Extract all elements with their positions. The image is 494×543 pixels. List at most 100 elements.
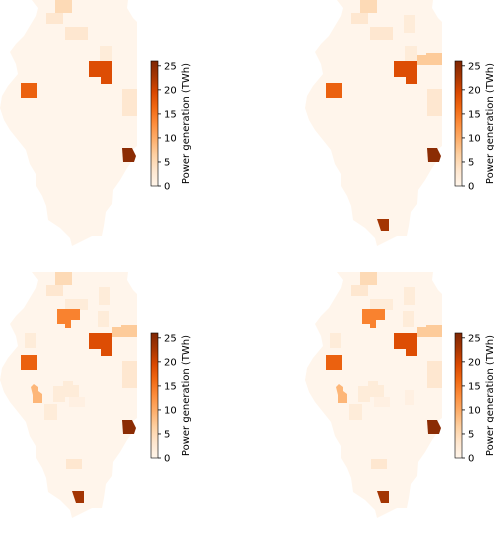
colorbar: 0 5 10 15 20 25 Power generation (TWh): [454, 332, 494, 465]
colorbar-tick-label: 25: [164, 61, 177, 72]
illinois-map-bottom-left: 0 5 10 15 20 25 Power generation (TWh): [0, 272, 192, 518]
county-g: [427, 89, 442, 116]
county-g: [122, 89, 137, 116]
colorbar-gradient: [150, 332, 159, 459]
county-t: [66, 459, 82, 469]
county-n: [57, 309, 80, 328]
colorbar-gradient: [150, 60, 159, 187]
county-f: [21, 355, 37, 370]
colorbar-label: Power generation (TWh): [181, 335, 192, 456]
county-i: [99, 287, 110, 305]
colorbar-tick-label: 5: [164, 429, 170, 440]
county-a: [55, 0, 72, 13]
county-b: [351, 13, 368, 24]
county-i: [404, 287, 415, 305]
colorbar-tick-label: 25: [468, 333, 481, 344]
county-r: [374, 397, 390, 407]
map-panel-bottom-right: 0 5 10 15 20 25 Power generation (TWh): [247, 272, 494, 543]
county-h: [427, 420, 441, 434]
map-group: [305, 0, 442, 246]
county-a: [55, 272, 72, 285]
map-panel-top-left: 0 5 10 15 20 25 Power generation (TWh): [0, 0, 247, 271]
county-e: [394, 333, 417, 356]
colorbar-tick-label: 0: [468, 182, 474, 193]
illinois-map-bottom-right: 0 5 10 15 20 25 Power generation (TWh): [305, 272, 494, 518]
county-n: [362, 309, 385, 328]
county-m: [403, 311, 414, 327]
colorbar-tick-label: 25: [164, 333, 177, 344]
colorbar: 0 5 10 15 20 25 Power generation (TWh): [454, 60, 494, 193]
county-h: [427, 148, 441, 162]
colorbar-tick-label: 0: [468, 454, 474, 465]
county-g: [122, 361, 137, 388]
county-k: [377, 491, 389, 503]
county-s: [44, 404, 57, 420]
colorbar-tick-label: 10: [468, 405, 481, 416]
colorbar-gradient: [454, 60, 463, 187]
county-d: [405, 46, 417, 61]
county-k: [377, 219, 389, 231]
colorbar-label: Power generation (TWh): [181, 63, 192, 184]
colorbar-tick-label: 10: [164, 133, 177, 144]
county-m: [98, 311, 109, 327]
county-f: [326, 355, 342, 370]
county-a: [360, 272, 377, 285]
map-panel-top-right: 0 5 10 15 20 25 Power generation (TWh): [247, 0, 494, 271]
county-r: [69, 397, 85, 407]
colorbar-tick-label: 20: [468, 357, 481, 368]
county-l: [370, 299, 393, 310]
colorbar-tick-label: 0: [164, 182, 170, 193]
colorbar-tick-label: 10: [468, 133, 481, 144]
county-c: [370, 27, 393, 40]
colorbar-tick-label: 0: [164, 454, 170, 465]
county-e: [89, 333, 112, 356]
county-h: [122, 148, 136, 162]
county-p: [336, 384, 347, 403]
colorbar-tick-label: 5: [468, 157, 474, 168]
illinois-map-top-right: 0 5 10 15 20 25 Power generation (TWh): [305, 0, 494, 246]
county-e: [394, 61, 417, 84]
colorbar-tick-label: 15: [468, 109, 481, 120]
colorbar-tick-label: 15: [164, 109, 177, 120]
county-c: [65, 27, 88, 40]
colorbar-tick-label: 20: [164, 357, 177, 368]
county-a: [360, 0, 377, 13]
county-b: [351, 285, 368, 296]
colorbar-gradient: [454, 332, 463, 459]
county-s: [349, 404, 362, 420]
county-h: [122, 420, 136, 434]
county-d: [100, 46, 112, 61]
county-f: [21, 83, 37, 98]
county-k: [72, 491, 84, 503]
county-o: [330, 333, 341, 348]
colorbar-label: Power generation (TWh): [485, 335, 494, 456]
colorbar-tick-label: 25: [468, 61, 481, 72]
county-j: [112, 325, 137, 337]
county-q: [358, 381, 384, 402]
colorbar-tick-label: 10: [164, 405, 177, 416]
county-t: [371, 459, 387, 469]
map-panel-bottom-left: 0 5 10 15 20 25 Power generation (TWh): [0, 272, 247, 543]
county-e: [89, 61, 112, 84]
illinois-map-top-left: 0 5 10 15 20 25 Power generation (TWh): [0, 0, 192, 246]
county-b: [46, 13, 63, 24]
map-group: [0, 272, 137, 518]
colorbar-label: Power generation (TWh): [485, 63, 494, 184]
colorbar-tick-label: 5: [164, 157, 170, 168]
colorbar: 0 5 10 15 20 25 Power generation (TWh): [150, 332, 192, 465]
colorbar-tick-label: 20: [164, 85, 177, 96]
colorbar-tick-label: 20: [468, 85, 481, 96]
map-group: [305, 272, 442, 518]
county-g: [427, 361, 442, 388]
colorbar-tick-label: 15: [164, 381, 177, 392]
county-j: [417, 325, 442, 337]
county-o: [25, 333, 36, 348]
colorbar-tick-label: 5: [468, 429, 474, 440]
county-l: [65, 299, 88, 310]
map-group: [0, 0, 137, 246]
colorbar: 0 5 10 15 20 25 Power generation (TWh): [150, 60, 192, 193]
county-j: [417, 53, 442, 65]
county-q: [53, 381, 79, 402]
county-p: [31, 384, 42, 403]
county-b: [46, 285, 63, 296]
